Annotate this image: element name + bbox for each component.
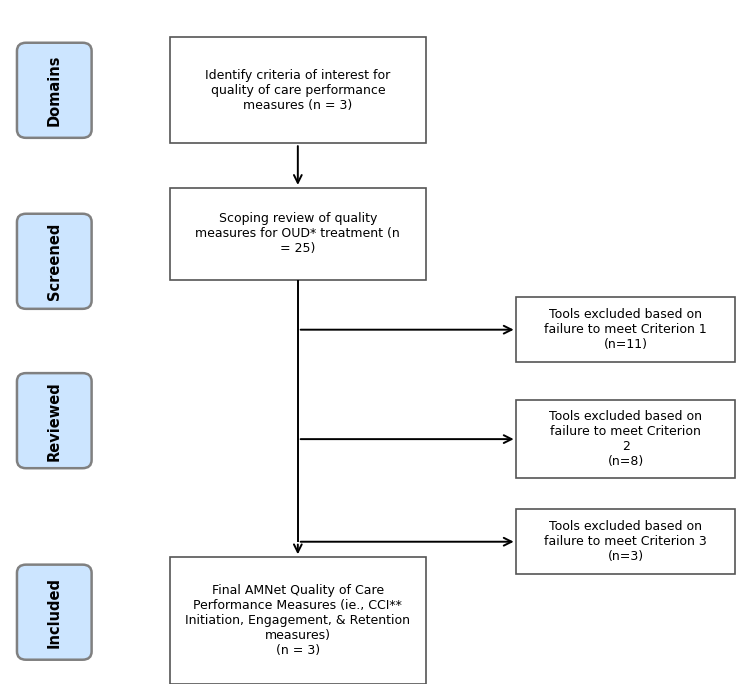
FancyBboxPatch shape [516, 297, 735, 363]
FancyBboxPatch shape [170, 187, 426, 280]
FancyBboxPatch shape [17, 373, 92, 469]
FancyBboxPatch shape [17, 213, 92, 309]
FancyBboxPatch shape [516, 399, 735, 479]
FancyBboxPatch shape [17, 42, 92, 138]
Text: Tools excluded based on
failure to meet Criterion 1
(n=11): Tools excluded based on failure to meet … [544, 308, 707, 351]
FancyBboxPatch shape [516, 509, 735, 575]
Text: Domains: Domains [47, 55, 62, 126]
Text: Reviewed: Reviewed [47, 381, 62, 460]
Text: Included: Included [47, 577, 62, 648]
Text: Scoping review of quality
measures for OUD* treatment (n
= 25): Scoping review of quality measures for O… [195, 213, 400, 255]
Text: Tools excluded based on
failure to meet Criterion 3
(n=3): Tools excluded based on failure to meet … [544, 521, 707, 563]
Text: Final AMNet Quality of Care
Performance Measures (ie., CCI**
Initiation, Engagem: Final AMNet Quality of Care Performance … [185, 584, 410, 657]
FancyBboxPatch shape [170, 38, 426, 144]
FancyBboxPatch shape [170, 557, 426, 684]
FancyBboxPatch shape [17, 565, 92, 659]
Text: Tools excluded based on
failure to meet Criterion
2
(n=8): Tools excluded based on failure to meet … [550, 410, 702, 468]
Text: Screened: Screened [47, 222, 62, 300]
Text: Identify criteria of interest for
quality of care performance
measures (n = 3): Identify criteria of interest for qualit… [205, 69, 391, 111]
